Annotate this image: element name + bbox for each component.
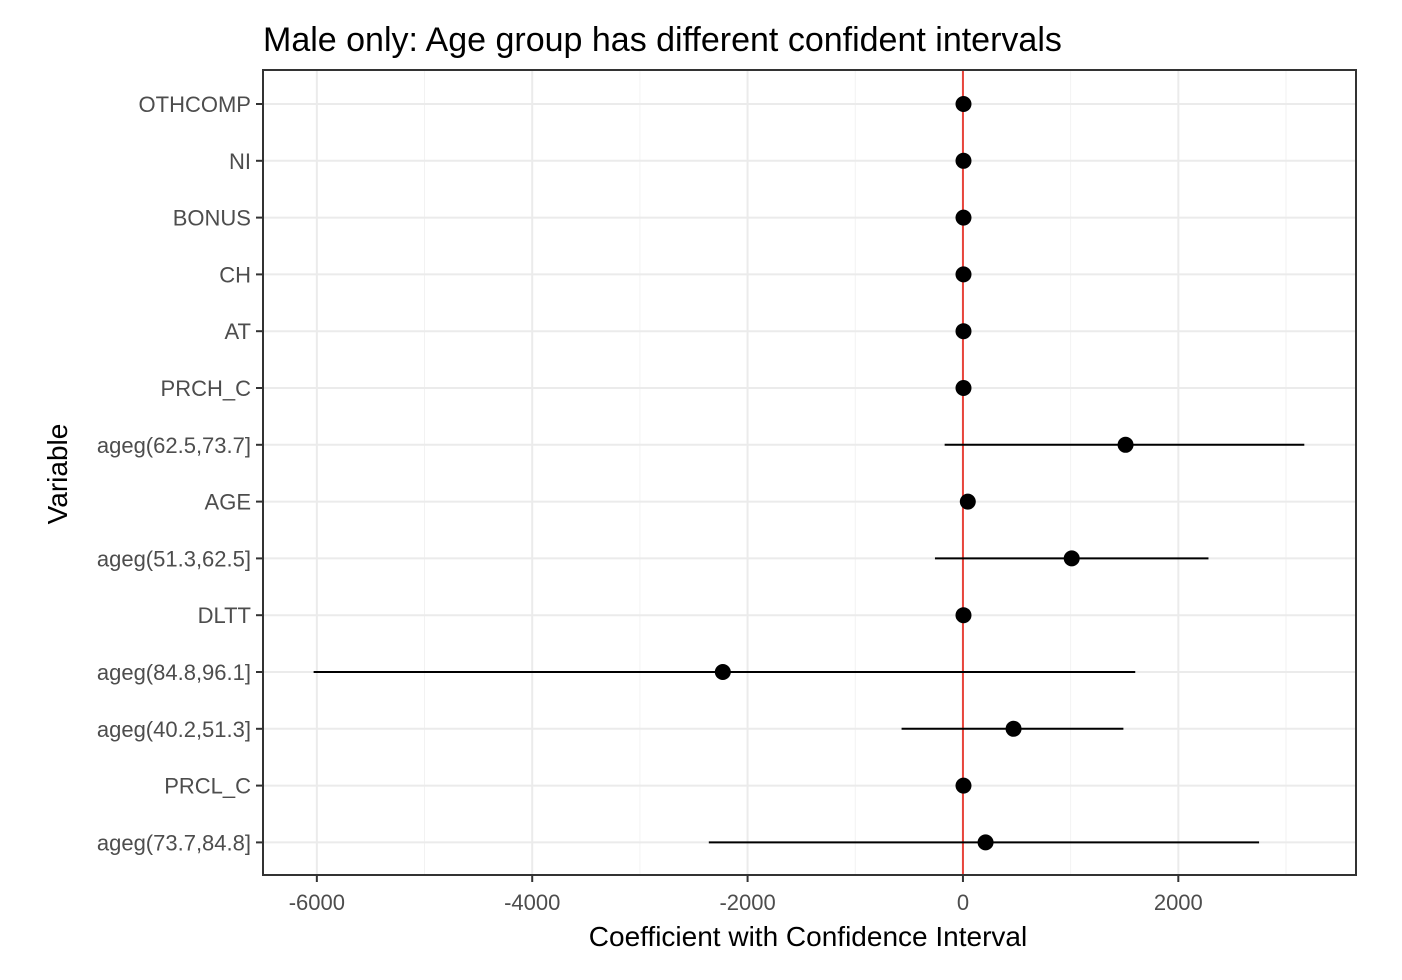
y-tick-label: ageg(73.7,84.8] — [97, 830, 251, 855]
coefficient-point — [955, 777, 972, 794]
panel-border-group — [262, 69, 1357, 876]
y-tick-label: DLTT — [198, 603, 251, 628]
y-axis: OTHCOMP NI BONUS CH AT PRCH_C ageg(62.5,73.7] A… — [97, 92, 263, 855]
coefficient-point — [955, 323, 972, 340]
coefficient-point — [955, 380, 972, 396]
coefficient-point — [955, 209, 972, 226]
y-tick-label: ageg(62.5,73.7] — [97, 433, 251, 458]
coefficient-point — [1005, 720, 1022, 737]
x-tick-label: 2000 — [1154, 890, 1203, 915]
y-tick-label: NI — [229, 149, 251, 174]
panel-border — [262, 69, 1357, 876]
x-axis: -6000 -4000 -2000 0 2000 — [289, 875, 1203, 915]
coefficient-point — [955, 266, 972, 283]
x-tick-label: -2000 — [719, 890, 775, 915]
y-tick-label: ageg(40.2,51.3] — [97, 717, 251, 742]
coefficient-point — [977, 834, 994, 851]
y-tick-label: PRCL_C — [164, 774, 251, 799]
coefficient-point — [955, 607, 972, 624]
chart-title: Male only: Age group has different confi… — [263, 21, 1062, 59]
y-tick-label: ageg(51.3,62.5] — [97, 546, 251, 571]
x-axis-title: Coefficient with Confidence Interval — [589, 921, 1027, 952]
coefficient-point — [1063, 550, 1080, 567]
y-axis-title: Variable — [42, 424, 73, 525]
coefficient-point — [959, 493, 976, 510]
coefficient-point — [955, 96, 972, 112]
y-tick-label: CH — [219, 262, 251, 287]
y-tick-label: ageg(84.8,96.1] — [97, 660, 251, 685]
y-tick-label: AT — [225, 319, 251, 344]
x-tick-label: -6000 — [289, 890, 345, 915]
coefficient-point — [1117, 436, 1134, 453]
coefficient-points — [714, 96, 1134, 851]
x-tick-label: 0 — [957, 890, 969, 915]
y-tick-label: PRCH_C — [161, 376, 252, 401]
grid-lines — [263, 70, 1356, 875]
y-tick-label: OTHCOMP — [139, 92, 251, 117]
plot-panel — [263, 70, 1356, 875]
coefficient-point — [955, 152, 972, 169]
y-tick-label: BONUS — [173, 206, 251, 231]
x-tick-label: -4000 — [504, 890, 560, 915]
y-tick-label: AGE — [205, 490, 251, 515]
coefficient-point — [714, 664, 731, 680]
panel-background — [263, 70, 1356, 875]
